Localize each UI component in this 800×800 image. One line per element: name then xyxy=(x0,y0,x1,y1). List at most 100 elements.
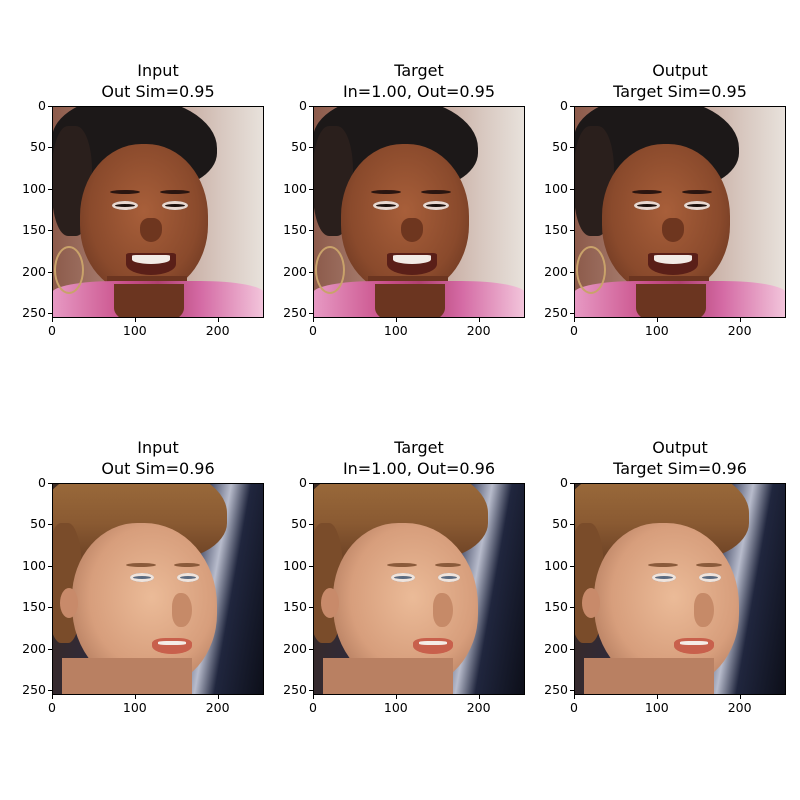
y-tick-label: 0 xyxy=(560,98,568,113)
y-tick-label: 150 xyxy=(22,222,46,238)
x-tick xyxy=(313,695,314,699)
subplot-title: Input Out Sim=0.95 xyxy=(28,60,288,102)
y-tick xyxy=(309,188,313,190)
y-tick-label: 0 xyxy=(299,98,307,113)
y-tick xyxy=(309,271,313,273)
earring xyxy=(315,246,345,294)
axes-frame xyxy=(52,106,264,318)
x-tick xyxy=(656,318,658,322)
subplot-title: Output Target Sim=0.95 xyxy=(550,60,800,102)
x-tick-label: 0 xyxy=(570,323,578,338)
face-image xyxy=(313,483,525,695)
x-tick xyxy=(656,695,658,699)
y-tick-label: 50 xyxy=(552,139,568,155)
nose xyxy=(401,218,423,242)
axes-frame xyxy=(313,483,525,695)
axes-frame xyxy=(313,106,525,318)
image-panel xyxy=(52,106,264,318)
subplot-title-line2: Target Sim=0.95 xyxy=(613,82,747,101)
neck xyxy=(323,658,453,695)
ear xyxy=(321,588,339,618)
y-tick xyxy=(48,565,52,567)
subplot-title-line2: In=1.00, Out=0.95 xyxy=(342,82,496,101)
x-tick-label: 0 xyxy=(48,323,56,338)
nose xyxy=(694,593,714,627)
x-tick-label: 200 xyxy=(466,700,491,715)
y-tick xyxy=(309,524,313,526)
y-tick xyxy=(570,271,574,273)
ear xyxy=(582,588,600,618)
y-tick xyxy=(309,147,313,149)
x-tick-label: 0 xyxy=(309,323,317,338)
teeth xyxy=(419,641,447,645)
x-tick-label: 100 xyxy=(122,700,147,715)
ear xyxy=(60,588,78,618)
y-tick-label: 200 xyxy=(22,640,46,656)
y-tick-label: 50 xyxy=(30,139,46,155)
y-tick-label: 0 xyxy=(38,475,46,490)
x-tick xyxy=(395,695,397,699)
brow-right xyxy=(435,563,461,567)
neck-center xyxy=(636,284,706,318)
x-tick xyxy=(478,318,480,322)
eye-right xyxy=(699,573,721,582)
y-tick-label: 150 xyxy=(283,222,307,238)
y-tick xyxy=(48,147,52,149)
x-tick xyxy=(217,695,219,699)
y-tick-label: 200 xyxy=(22,263,46,279)
subplot-title: Target In=1.00, Out=0.96 xyxy=(289,437,549,479)
x-tick-label: 100 xyxy=(383,700,408,715)
nose xyxy=(662,218,684,242)
y-tick xyxy=(570,313,574,315)
y-tick-label: 250 xyxy=(283,305,307,321)
neck xyxy=(62,658,192,695)
y-tick xyxy=(48,648,52,650)
y-tick xyxy=(309,565,313,567)
eye-left xyxy=(373,201,399,210)
nose xyxy=(433,593,453,627)
subplot-title: Input Out Sim=0.96 xyxy=(28,437,288,479)
y-tick xyxy=(309,648,313,650)
earring xyxy=(54,246,84,294)
y-tick-label: 250 xyxy=(22,305,46,321)
x-tick-label: 200 xyxy=(205,700,230,715)
x-tick xyxy=(217,318,219,322)
nose xyxy=(140,218,162,242)
face-image xyxy=(574,483,786,695)
y-tick-label: 150 xyxy=(544,599,568,615)
y-tick xyxy=(48,106,52,107)
x-tick-label: 200 xyxy=(727,700,752,715)
eye-right xyxy=(438,573,460,582)
y-tick-label: 250 xyxy=(22,682,46,698)
subplot-title-line1: Input xyxy=(137,438,179,457)
eye-left xyxy=(130,573,154,582)
y-tick-label: 200 xyxy=(283,263,307,279)
x-tick-label: 100 xyxy=(644,700,669,715)
y-tick xyxy=(48,483,52,484)
eye-right xyxy=(162,201,188,210)
y-tick-label: 150 xyxy=(283,599,307,615)
y-tick-label: 200 xyxy=(283,640,307,656)
subplot-title-line1: Output xyxy=(652,61,708,80)
neck xyxy=(584,658,714,695)
x-tick-label: 100 xyxy=(383,323,408,338)
y-tick xyxy=(48,271,52,273)
y-tick-label: 100 xyxy=(544,557,568,573)
brow-left xyxy=(126,563,156,567)
subplot-title-line2: Out Sim=0.96 xyxy=(101,459,215,478)
brow-right xyxy=(160,190,190,194)
face-image xyxy=(313,106,525,318)
y-tick xyxy=(309,230,313,232)
x-tick xyxy=(313,318,314,322)
eye-left xyxy=(652,573,676,582)
y-tick-label: 50 xyxy=(552,516,568,532)
x-tick-label: 200 xyxy=(466,323,491,338)
image-panel xyxy=(574,483,786,695)
x-tick xyxy=(574,695,575,699)
image-panel xyxy=(574,106,786,318)
x-tick-label: 100 xyxy=(122,323,147,338)
brow-left xyxy=(387,563,417,567)
image-panel xyxy=(52,483,264,695)
eye-right xyxy=(423,201,449,210)
nose xyxy=(172,593,192,627)
